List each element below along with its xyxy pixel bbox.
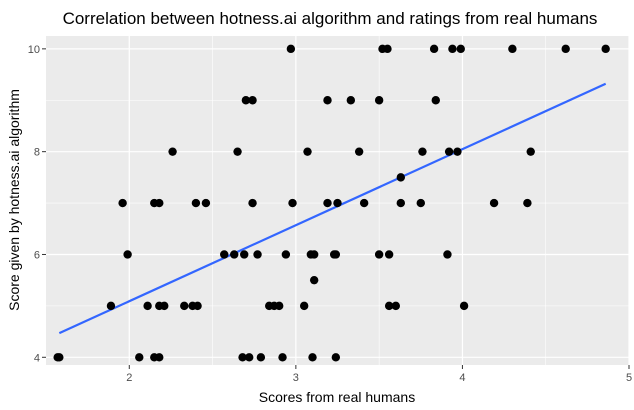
data-point <box>256 353 266 362</box>
data-point <box>55 353 64 362</box>
y-axis-ticks: 4 6 8 10 <box>28 44 46 364</box>
data-point <box>248 198 257 208</box>
x-axis-title: Scores from real humans <box>259 389 415 405</box>
data-point <box>238 353 247 362</box>
data-point <box>309 275 319 285</box>
data-point <box>489 198 499 208</box>
data-point <box>281 250 291 259</box>
data-point <box>523 198 532 208</box>
data-point <box>275 301 284 311</box>
data-point <box>331 353 341 362</box>
data-point <box>106 301 116 311</box>
data-point <box>143 301 152 311</box>
data-point <box>453 147 462 156</box>
data-point <box>416 198 425 208</box>
data-point <box>508 44 517 54</box>
data-point <box>354 147 364 156</box>
data-point <box>444 147 454 156</box>
data-point <box>168 147 177 156</box>
data-point <box>333 198 342 208</box>
data-point <box>123 250 132 259</box>
x-tick-label: 2 <box>126 372 132 384</box>
trend-line <box>58 82 607 335</box>
x-tick-label: 3 <box>293 372 299 384</box>
data-point <box>160 301 169 311</box>
data-point <box>230 250 239 259</box>
trend-line-group <box>58 82 607 335</box>
data-point <box>288 198 297 208</box>
data-points <box>53 44 610 362</box>
data-point <box>391 301 400 311</box>
data-point <box>384 250 394 259</box>
y-tick-label: 4 <box>34 352 40 364</box>
data-point <box>443 250 452 259</box>
data-point <box>240 250 249 259</box>
data-point <box>456 44 465 54</box>
y-tick-label: 6 <box>34 249 40 261</box>
data-point <box>459 301 469 311</box>
data-point <box>346 96 356 105</box>
data-point <box>155 353 164 362</box>
x-tick-label: 5 <box>626 372 632 384</box>
data-point <box>396 173 405 182</box>
minor-gridlines <box>46 36 629 365</box>
data-point <box>303 147 312 156</box>
data-point <box>526 147 535 156</box>
data-point <box>323 198 332 208</box>
data-point <box>448 44 457 54</box>
data-point <box>383 44 392 54</box>
data-point <box>418 147 427 156</box>
data-point <box>396 198 405 208</box>
data-point <box>248 96 257 105</box>
y-tick-label: 8 <box>34 147 40 159</box>
data-point <box>374 96 384 105</box>
data-point <box>299 301 309 311</box>
x-tick-label: 4 <box>459 372 465 384</box>
data-point <box>309 250 319 259</box>
data-point <box>241 96 251 105</box>
data-point <box>331 250 341 259</box>
data-point <box>359 198 369 208</box>
y-axis-title: Score given by hotness.ai algorithm <box>6 89 22 311</box>
data-point <box>374 250 384 259</box>
data-point <box>220 250 229 259</box>
data-point <box>253 250 262 259</box>
data-point <box>180 301 189 311</box>
data-point <box>155 198 164 208</box>
data-point <box>278 353 287 362</box>
data-point <box>233 147 242 156</box>
data-point <box>201 198 211 208</box>
data-point <box>286 44 296 54</box>
data-point <box>431 96 440 105</box>
data-point <box>561 44 570 54</box>
data-point <box>384 301 394 311</box>
data-point <box>601 44 610 54</box>
data-point <box>429 44 439 54</box>
y-tick-label: 10 <box>28 44 40 56</box>
data-point <box>191 198 201 208</box>
x-axis-ticks: 2 3 4 5 <box>126 365 632 384</box>
data-point <box>135 353 144 362</box>
chart-title: Correlation between hotness.ai algorithm… <box>63 9 598 28</box>
data-point <box>308 353 317 362</box>
data-point <box>193 301 202 311</box>
data-point <box>245 353 254 362</box>
data-point <box>323 96 332 105</box>
data-point <box>118 198 127 208</box>
